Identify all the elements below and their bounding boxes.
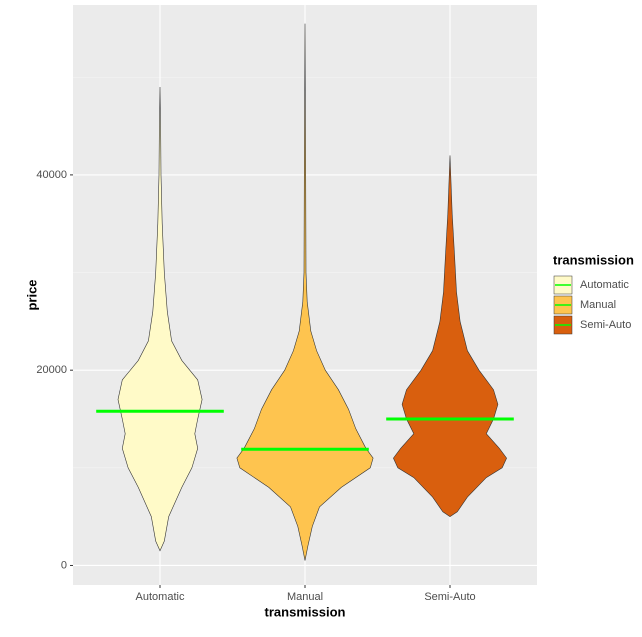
legend-label: Semi-Auto (580, 319, 631, 331)
legend-label: Automatic (580, 279, 629, 291)
x-axis-label: transmission (265, 604, 346, 619)
y-tick-label: 40000 (36, 169, 67, 181)
y-tick-label: 20000 (36, 364, 67, 376)
x-tick-label: Manual (287, 591, 323, 603)
legend-label: Manual (580, 299, 616, 311)
violin (393, 155, 507, 517)
x-tick-label: Automatic (136, 591, 185, 603)
y-tick-label: 0 (61, 559, 67, 571)
legend-title: transmission (553, 252, 634, 267)
x-tick-label: Semi-Auto (424, 591, 475, 603)
violin (117, 86, 203, 552)
y-axis-label: price (24, 279, 39, 310)
violin (236, 23, 374, 561)
